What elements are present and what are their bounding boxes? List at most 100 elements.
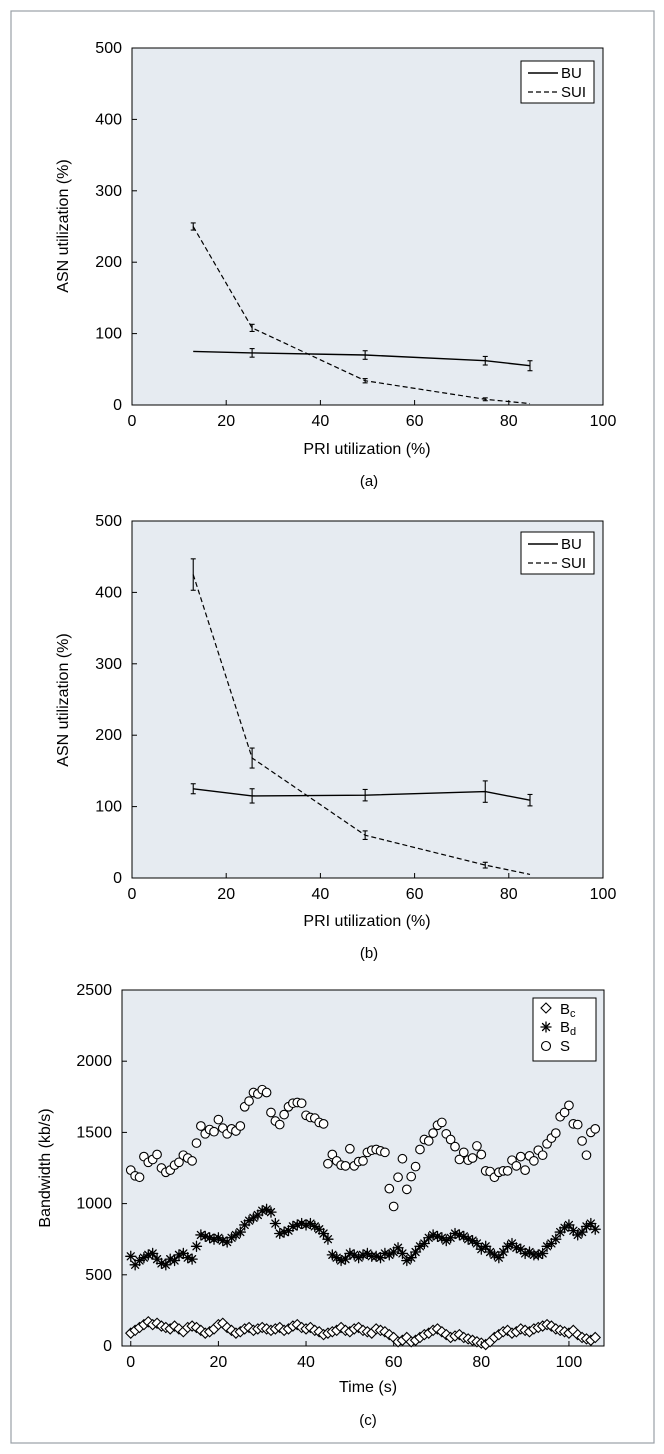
star-stroke xyxy=(433,1232,442,1241)
y-ticks-a: 0 100 200 300 400 500 xyxy=(95,40,137,414)
error-bar-sui-b-3 xyxy=(482,861,488,869)
star-stroke xyxy=(332,1253,341,1262)
error-bar-bu-b-1 xyxy=(249,788,255,804)
star-stroke xyxy=(196,1230,206,1240)
star-stroke xyxy=(209,1235,219,1244)
star-stroke xyxy=(174,1250,184,1260)
error-bar-sui-a-3 xyxy=(482,397,488,402)
point-bd-65 xyxy=(409,1246,422,1258)
star-stroke xyxy=(328,1250,337,1260)
point-s-11 xyxy=(174,1157,184,1168)
star-stroke xyxy=(407,1253,416,1262)
x-tick-label-c-0: 0 xyxy=(126,1354,135,1371)
legend-box-b xyxy=(520,531,595,575)
star-stroke xyxy=(551,1235,560,1244)
plot-area-c xyxy=(121,989,605,1347)
point-bd-1 xyxy=(129,1259,141,1271)
point-bd-85 xyxy=(497,1246,509,1258)
point-s-104 xyxy=(581,1150,592,1161)
point-s-58 xyxy=(380,1147,390,1158)
point-bd-8 xyxy=(160,1259,172,1271)
point-bc-106 xyxy=(589,1331,602,1344)
star-stroke xyxy=(481,1242,490,1251)
point-s-89 xyxy=(515,1151,526,1162)
plot-area-a xyxy=(131,47,604,406)
error-bar-bu-a-1 xyxy=(249,348,255,358)
y-axis-title-b: ASN utilization (%) xyxy=(55,633,72,766)
star-stroke xyxy=(161,1260,170,1269)
point-s-73 xyxy=(445,1134,456,1145)
star-stroke xyxy=(428,1230,438,1240)
point-bd-19 xyxy=(208,1233,220,1245)
star-stroke xyxy=(293,1220,302,1230)
point-s-80 xyxy=(476,1149,487,1160)
star-stroke xyxy=(152,1254,162,1264)
y-tick-label-b-0: 0 xyxy=(113,870,122,887)
legend-label-bu-b: BU xyxy=(561,536,582,553)
x-tick-label-a-40: 40 xyxy=(312,413,330,430)
point-bd-13 xyxy=(182,1252,194,1264)
error-bar-bu-a-2 xyxy=(362,350,368,360)
x-tick-label-c-80: 80 xyxy=(472,1354,490,1371)
star-stroke xyxy=(236,1227,245,1237)
legend-a: BU SUI xyxy=(520,60,595,104)
star-stroke xyxy=(297,1219,306,1228)
point-s-31 xyxy=(261,1087,272,1098)
error-bar-bu-a-4 xyxy=(527,360,533,372)
point-s-102 xyxy=(572,1119,583,1130)
x-axis-title-b: PRI utilization (%) xyxy=(303,913,430,930)
legend-label-bu-a: BU xyxy=(561,65,582,82)
error-bar-sui-b-0 xyxy=(190,558,196,591)
point-s-97 xyxy=(550,1128,561,1138)
point-s-92 xyxy=(529,1156,539,1166)
point-bd-105 xyxy=(585,1217,597,1230)
y-tick-label-b-200: 200 xyxy=(95,727,122,744)
point-bd-9 xyxy=(164,1253,176,1265)
point-s-6 xyxy=(152,1149,162,1160)
star-stroke xyxy=(126,1252,135,1261)
point-bd-64 xyxy=(405,1252,417,1264)
y-tick-label-b-100: 100 xyxy=(95,799,122,816)
x-ticks-b: 0 20 40 60 80 100 xyxy=(128,873,616,903)
point-s-66 xyxy=(415,1144,425,1155)
point-s-15 xyxy=(191,1138,202,1148)
legend-marker-s xyxy=(540,1040,552,1052)
star-stroke xyxy=(271,1219,280,1228)
point-s-64 xyxy=(406,1171,417,1182)
star-stroke xyxy=(490,1250,499,1260)
star-stroke xyxy=(205,1233,214,1242)
point-s-79 xyxy=(472,1141,482,1151)
y-tick-label-b-400: 400 xyxy=(95,584,122,601)
star-stroke xyxy=(437,1233,447,1242)
y-tick-label-c-1000: 1000 xyxy=(76,1196,112,1213)
legend-label-bc-sub: c xyxy=(570,1008,576,1020)
star-stroke xyxy=(179,1249,188,1258)
point-s-20 xyxy=(213,1114,224,1125)
point-bd-26 xyxy=(239,1219,251,1231)
star-stroke xyxy=(577,1227,587,1237)
point-s-19 xyxy=(209,1126,219,1137)
y-tick-label-a-300: 300 xyxy=(95,183,122,200)
star-stroke xyxy=(306,1219,315,1228)
point-s-100 xyxy=(564,1100,574,1111)
x-ticks-a: 0 20 40 60 80 100 xyxy=(128,400,616,430)
panel-c: 0 20 40 60 80 100 0 500 1000 1500 2000 2500 Time (… xyxy=(37,982,605,1429)
error-bar-sui-a-1 xyxy=(249,323,255,333)
legend-label-sui-b: SUI xyxy=(561,555,586,572)
star-stroke xyxy=(450,1229,460,1238)
x-ticks-c: 0 20 40 60 80 100 xyxy=(126,1341,582,1371)
point-s-50 xyxy=(345,1143,355,1154)
caption-b: (b) xyxy=(360,945,378,962)
panel-a: 0 20 40 60 80 100 0 100 200 300 400 500 PRI utiliz… xyxy=(55,40,616,490)
point-s-49 xyxy=(340,1161,351,1171)
x-tick-label-c-100: 100 xyxy=(556,1354,583,1371)
star-stroke xyxy=(192,1242,201,1251)
star-stroke xyxy=(157,1259,166,1268)
point-s-16 xyxy=(196,1121,206,1131)
star-stroke xyxy=(499,1247,508,1257)
point-s-99 xyxy=(559,1107,570,1118)
star-stroke xyxy=(516,1245,525,1254)
x-tick-label-c-60: 60 xyxy=(385,1354,403,1371)
point-s-76 xyxy=(458,1147,469,1158)
